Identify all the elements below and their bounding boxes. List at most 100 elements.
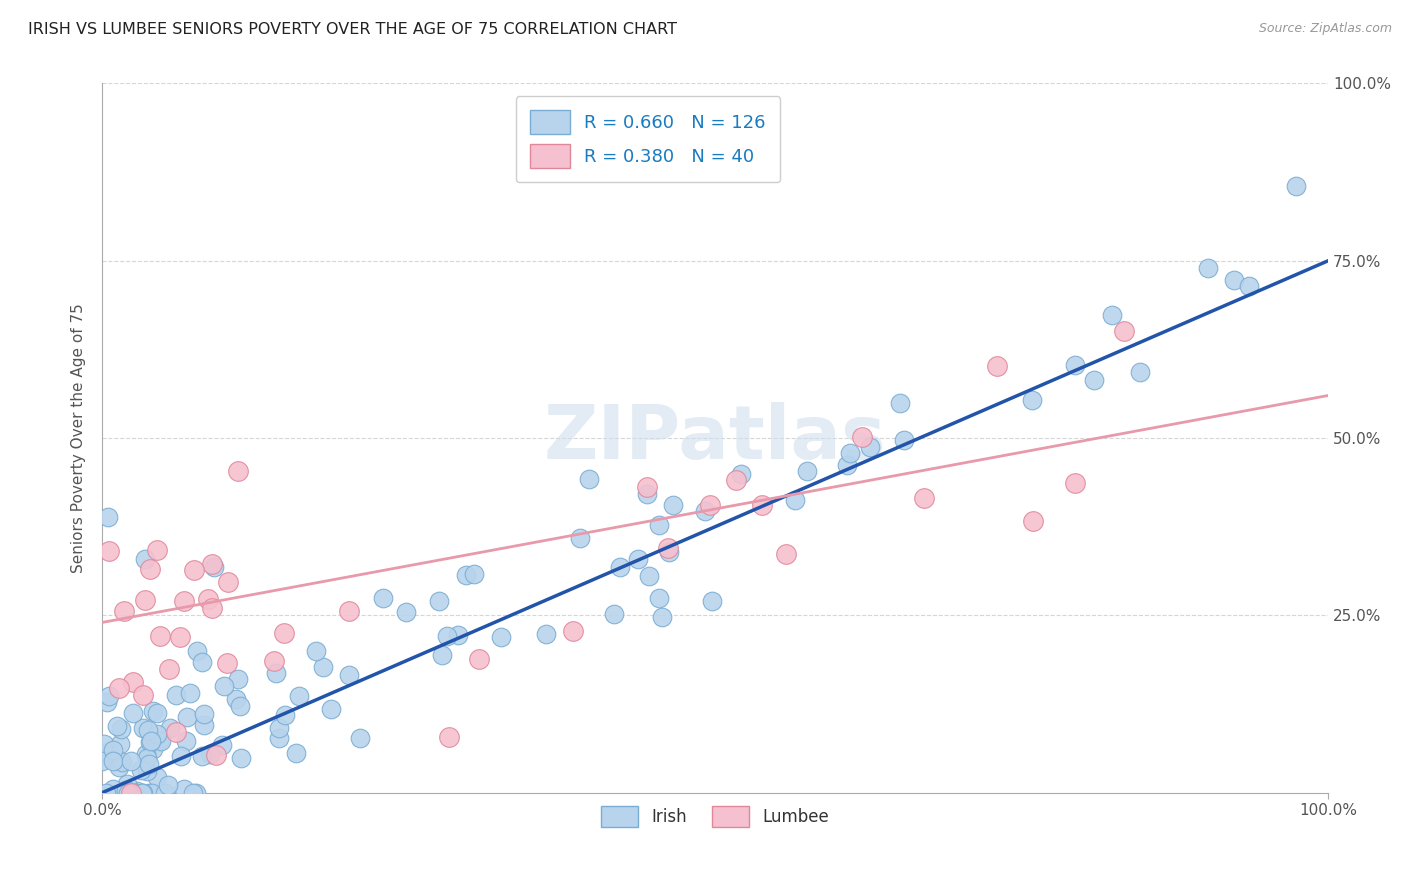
Point: [111, 755, 134, 769]
Point: [141, 786, 163, 800]
Point: [319, 702, 342, 716]
Point: [775, 547, 797, 561]
Point: [796, 464, 818, 478]
Point: [198, 747, 221, 762]
Point: [115, 783, 138, 797]
Point: [135, 747, 157, 761]
Point: [205, 748, 228, 763]
Point: [1064, 358, 1087, 372]
Point: [169, 631, 191, 645]
Point: [101, 782, 124, 797]
Point: [97, 544, 120, 558]
Point: [657, 541, 679, 556]
Point: [1064, 476, 1087, 491]
Point: [229, 751, 252, 765]
Point: [212, 679, 235, 693]
Point: [1129, 365, 1152, 379]
Point: [1285, 179, 1308, 194]
Point: [134, 593, 156, 607]
Point: [139, 735, 162, 749]
Point: [138, 562, 160, 576]
Point: [730, 467, 752, 481]
Point: [783, 492, 806, 507]
Point: [110, 722, 132, 736]
Point: [273, 626, 295, 640]
Point: [225, 692, 247, 706]
Point: [101, 743, 124, 757]
Point: [371, 591, 394, 605]
Point: [131, 763, 153, 777]
Point: [288, 690, 311, 704]
Point: [96, 695, 118, 709]
Point: [211, 738, 233, 752]
Point: [127, 783, 149, 797]
Point: [142, 741, 165, 756]
Point: [197, 591, 219, 606]
Point: [337, 668, 360, 682]
Point: [658, 544, 681, 558]
Point: [159, 722, 181, 736]
Point: [165, 725, 187, 739]
Point: [98, 690, 121, 704]
Point: [170, 749, 193, 764]
Point: [135, 764, 157, 778]
Point: [648, 591, 671, 605]
Point: [122, 786, 145, 800]
Point: [181, 786, 204, 800]
Point: [120, 786, 142, 800]
Point: [1101, 308, 1123, 322]
Point: [157, 662, 180, 676]
Point: [148, 734, 170, 748]
Point: [122, 674, 145, 689]
Point: [125, 786, 148, 800]
Point: [693, 504, 716, 518]
Point: [267, 731, 290, 745]
Legend: Irish, Lumbee: Irish, Lumbee: [595, 799, 835, 834]
Point: [699, 498, 721, 512]
Point: [627, 551, 650, 566]
Point: [724, 473, 747, 487]
Point: [534, 627, 557, 641]
Point: [648, 518, 671, 533]
Point: [215, 657, 238, 671]
Point: [117, 786, 139, 800]
Point: [893, 434, 915, 448]
Y-axis label: Seniors Poverty Over the Age of 75: Seniors Poverty Over the Age of 75: [72, 303, 86, 573]
Point: [284, 746, 307, 760]
Point: [217, 575, 239, 590]
Point: [145, 770, 167, 784]
Point: [304, 644, 326, 658]
Point: [912, 491, 935, 505]
Point: [439, 730, 461, 744]
Point: [173, 594, 195, 608]
Point: [636, 480, 658, 494]
Point: [228, 464, 250, 478]
Point: [491, 630, 513, 644]
Point: [114, 786, 136, 800]
Point: [190, 656, 212, 670]
Point: [568, 531, 591, 545]
Point: [184, 786, 207, 800]
Point: [578, 472, 600, 486]
Point: [149, 629, 172, 643]
Point: [131, 786, 153, 800]
Point: [266, 666, 288, 681]
Point: [1222, 273, 1244, 287]
Point: [267, 721, 290, 735]
Point: [146, 727, 169, 741]
Point: [202, 560, 225, 574]
Point: [179, 686, 201, 700]
Point: [136, 751, 159, 765]
Point: [229, 698, 252, 713]
Point: [118, 786, 141, 800]
Point: [118, 786, 141, 800]
Point: [91, 754, 114, 768]
Point: [139, 734, 162, 748]
Point: [118, 786, 141, 800]
Point: [1239, 279, 1261, 293]
Point: [427, 594, 450, 608]
Point: [112, 604, 135, 618]
Point: [609, 560, 631, 574]
Point: [432, 648, 454, 663]
Point: [395, 605, 418, 619]
